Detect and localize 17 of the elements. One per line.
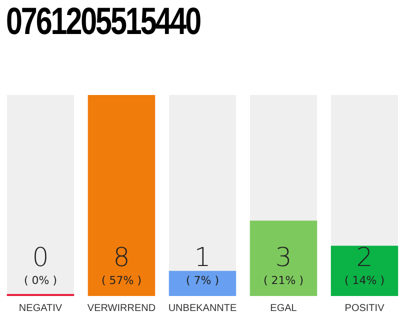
chart-title: 0761205515440 <box>6 0 200 44</box>
bar <box>168 270 236 296</box>
annotation: ( 0% ) <box>24 274 58 287</box>
x-tick-label: VERWIRREND <box>87 302 156 314</box>
x-tick-label: UNBEKANNTE <box>168 302 237 314</box>
x-tick-label: NEGATIV <box>18 302 62 314</box>
data-label: 1 <box>194 243 211 273</box>
x-tick-label: EGAL <box>270 302 298 314</box>
data-label: 8 <box>113 243 130 273</box>
data-label: 2 <box>356 243 373 273</box>
x-tick-label: POSITIV <box>344 302 385 314</box>
annotation: ( 57% ) <box>101 274 142 287</box>
annotation: ( 21% ) <box>263 274 304 287</box>
annotation: ( 14% ) <box>344 274 385 287</box>
data-label: 0 <box>32 243 49 273</box>
data-label: 3 <box>275 243 292 273</box>
annotation: ( 7% ) <box>186 274 220 287</box>
